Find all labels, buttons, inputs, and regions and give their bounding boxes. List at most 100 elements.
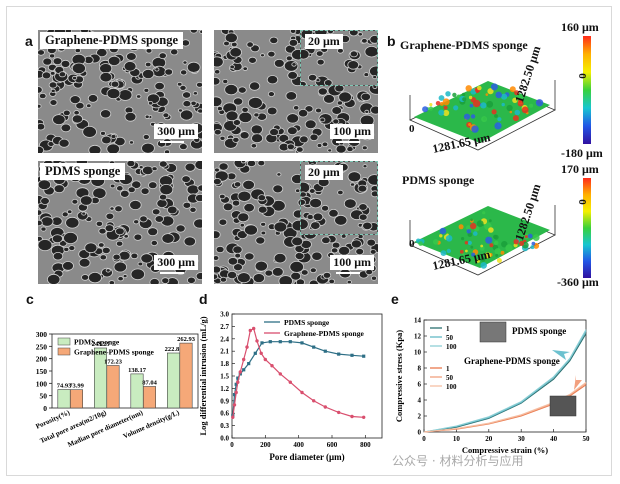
y-tick-label: 2.4 — [220, 335, 229, 343]
data-point — [234, 390, 238, 395]
y-tick-label: 10 — [414, 349, 422, 357]
series-line — [423, 381, 587, 433]
topo-origin: 0 — [409, 238, 415, 250]
y-tick-label: 150 — [36, 367, 48, 376]
y-tick-label: 0 — [43, 404, 47, 413]
bar-value-label: 243.25 — [92, 341, 111, 348]
scale-bar-label: 100 μm — [330, 124, 374, 139]
data-point — [312, 345, 316, 349]
data-point — [300, 390, 304, 395]
data-point — [278, 340, 282, 344]
data-point — [255, 339, 259, 343]
data-point — [288, 340, 292, 344]
legend-label: 100 — [446, 383, 457, 391]
colorbar-pdms — [583, 178, 591, 278]
data-point — [263, 357, 267, 362]
data-point — [242, 357, 246, 362]
colorbar-zero: 0 — [576, 199, 589, 205]
bar-value-label: 138.17 — [128, 367, 147, 374]
sample-photo-graphene — [549, 395, 577, 417]
panel-label-b: b — [387, 33, 396, 49]
panel-label-c: c — [26, 291, 34, 307]
arrow-graphene — [574, 375, 582, 390]
panel-label-d: d — [199, 291, 208, 307]
data-point — [288, 380, 292, 384]
y-tick-label: 50 — [40, 392, 48, 401]
data-point — [232, 393, 237, 397]
plot-frame — [423, 319, 587, 433]
data-point — [362, 354, 366, 358]
figure-frame — [6, 6, 612, 476]
data-point — [232, 403, 237, 407]
y-tick-label: 8 — [418, 365, 422, 373]
x-tick-label: 20 — [485, 435, 493, 443]
colorbar-graphene — [583, 36, 591, 144]
y-tick-label: 3.0 — [220, 311, 229, 319]
legend-label: Graphene-PDMS sponge — [284, 329, 364, 338]
arrow-pdms — [552, 350, 570, 360]
bar-pdms — [57, 389, 71, 409]
y-tick-label: 100 — [36, 379, 48, 388]
x-tick-label: 800 — [360, 441, 371, 449]
y-tick-label: 2 — [418, 413, 422, 421]
bar-graphene — [143, 386, 157, 409]
data-point — [234, 382, 238, 386]
legend-label: 1 — [446, 365, 450, 373]
data-point — [350, 414, 354, 419]
x-tick-label: 0 — [230, 441, 234, 449]
y-tick-label: 2.1 — [220, 348, 229, 356]
sem-sample-label: Graphene-PDMS sponge — [40, 32, 183, 49]
group-label-graphene: Graphene-PDMS sponge — [464, 356, 560, 366]
bar-value-label: 87.04 — [142, 380, 157, 387]
bar-value-label: 73.99 — [69, 383, 84, 390]
data-point — [337, 352, 341, 356]
data-point — [247, 362, 251, 366]
series-line-graphene — [232, 327, 364, 418]
data-point — [323, 405, 327, 409]
line-chart-pore-distribution: 0.0 0.3 0.6 0.9 1.2 1.5 1.8 2.1 2.4 2.7 3.0 0 200 400… — [198, 311, 383, 462]
legend-label: 50 — [446, 374, 454, 382]
sem-sample-label: PDMS sponge — [40, 163, 126, 180]
inset-scale-label: 20 μm — [305, 34, 343, 49]
data-point — [259, 351, 263, 355]
data-point — [350, 353, 354, 357]
topo-surface-graphene — [409, 80, 556, 151]
scale-bar-label: 100 μm — [330, 255, 374, 270]
y-tick-label: 14 — [414, 317, 422, 325]
sample-photo-pdms — [479, 321, 507, 343]
colorbar-max: 160 μm — [561, 20, 599, 34]
legend-label: PDMS sponge — [74, 338, 120, 347]
bar-value-label: 74.93 — [57, 383, 72, 390]
sem-inset: 20 μm — [300, 161, 378, 235]
bar-value-label: 262.93 — [177, 336, 196, 343]
bar-chart-properties: 05010015020025030074.9373.99Porosity(%)2… — [35, 330, 199, 449]
sem-graphene-low: Graphene-PDMS sponge 300 μm — [38, 30, 202, 153]
y-axis-label: Log differential intrusion (mL/g) — [198, 316, 208, 435]
data-point — [278, 372, 282, 376]
bar-graphene — [179, 342, 193, 409]
x-tick-label: 50 — [583, 435, 591, 443]
bar-pdms — [94, 347, 108, 409]
data-point — [323, 349, 327, 353]
data-point — [270, 364, 274, 368]
colorbar-max: 170 μm — [561, 162, 599, 176]
x-tick-label: 200 — [260, 441, 271, 449]
panel-label-a: a — [25, 33, 33, 49]
y-tick-label: 1.8 — [220, 360, 229, 368]
sem-graphene-high: 20 μm 100 μm — [214, 30, 378, 153]
data-point — [238, 370, 242, 374]
legend-label: 50 — [446, 334, 454, 342]
scale-bar — [336, 141, 360, 143]
bar-pdms — [167, 352, 181, 409]
bar-value-label: 222.81 — [165, 346, 183, 353]
data-point — [236, 380, 240, 384]
series-line-pdms — [232, 341, 364, 416]
x-axis-label: Compressive strain (%) — [462, 445, 548, 455]
y-tick-label: 1.5 — [220, 373, 229, 381]
x-tick-label: 10 — [453, 435, 461, 443]
x-tick-label: 0 — [422, 435, 426, 443]
legend-swatch — [57, 347, 71, 356]
data-point — [252, 326, 256, 331]
y-tick-label: 4 — [418, 397, 422, 405]
data-point — [337, 410, 341, 415]
